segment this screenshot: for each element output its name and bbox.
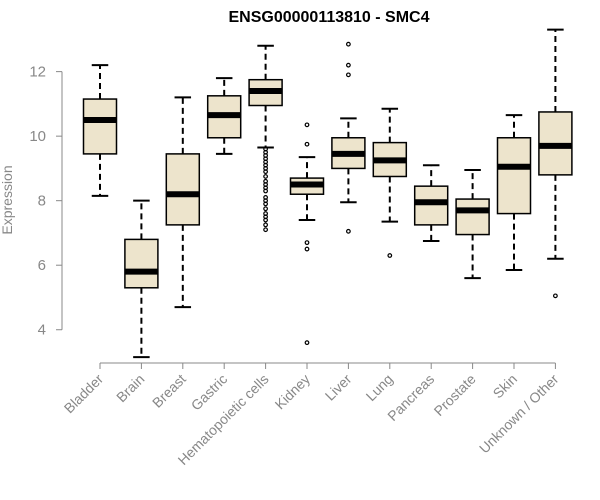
y-tick-label: 8 [38,193,46,210]
x-tick-label: Liver [322,371,355,404]
outlier-point [304,141,310,147]
box-brain [124,199,159,359]
outlier-point [304,122,310,128]
chart-title: ENSG00000113810 - SMC4 [228,9,429,26]
outlier-point [263,201,269,207]
x-tick-label: Breast [149,371,189,411]
outlier-point [263,217,269,223]
outlier-point [263,169,269,175]
box-lung [372,107,408,258]
box-body [124,238,159,289]
box-body [496,137,532,215]
box-pancreas [413,164,449,243]
y-tick-label: 12 [29,64,46,81]
outlier-point [553,293,558,299]
outlier-point [346,228,351,234]
x-tick-label: Prostate [431,371,479,419]
outlier-point [304,246,310,252]
outlier-point [263,222,269,228]
outlier-point [263,206,269,212]
y-axis-label: Expression [0,165,15,234]
box-body [413,185,449,226]
box-liver [331,41,366,234]
y-tick-label: 10 [29,128,46,145]
box-body [455,198,490,236]
x-tick-label: Skin [490,371,521,402]
outlier-point [263,188,269,194]
x-tick-label: Unknown / Other [476,371,562,457]
y-axis: 4 6 8 10 12 [29,64,63,339]
y-tick-label: 4 [38,322,46,339]
box-body [82,98,118,155]
x-tick-label: Kidney [272,371,314,413]
outlier-point [346,72,351,78]
box-hematopoietic-cells [248,44,283,233]
x-tick-label: Brain [113,371,147,405]
outlier-point [346,62,351,68]
outlier-point [387,253,393,258]
box-gastric [206,77,242,155]
x-tick-label: Bladder [61,371,107,417]
box-series [82,28,573,359]
outlier-point [346,41,351,47]
outlier-point [263,227,269,233]
outlier-point [304,240,310,246]
outlier-point [304,340,310,346]
box-skin [496,114,532,272]
y-tick-label: 6 [38,257,46,274]
box-kidney [289,122,325,346]
box-breast [165,96,201,309]
outlier-point [263,174,269,179]
box-prostate [455,169,490,280]
box-bladder [82,64,118,197]
box-body [165,153,201,226]
box-unknown-other [538,28,573,299]
x-tick-label: Lung [363,371,396,404]
